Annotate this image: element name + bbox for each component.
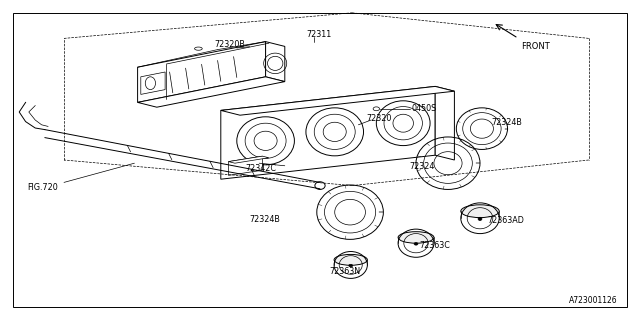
Polygon shape xyxy=(221,86,435,179)
Text: 72363N: 72363N xyxy=(329,267,360,276)
Text: A723001126: A723001126 xyxy=(569,296,618,305)
Text: 72342C: 72342C xyxy=(245,164,276,173)
Text: 72320: 72320 xyxy=(366,114,392,123)
Ellipse shape xyxy=(334,254,367,265)
Ellipse shape xyxy=(398,232,434,243)
Text: 72363C: 72363C xyxy=(419,241,450,250)
Text: 72324B: 72324B xyxy=(492,118,522,127)
Ellipse shape xyxy=(461,205,499,218)
Polygon shape xyxy=(13,13,627,307)
Text: FRONT: FRONT xyxy=(522,42,550,51)
Ellipse shape xyxy=(349,264,353,267)
Polygon shape xyxy=(228,156,269,163)
Text: 72324B: 72324B xyxy=(250,215,280,224)
Text: 72324: 72324 xyxy=(410,162,435,171)
Polygon shape xyxy=(221,86,454,115)
Polygon shape xyxy=(138,42,266,102)
Ellipse shape xyxy=(414,243,418,245)
Text: 72363AD: 72363AD xyxy=(488,216,525,225)
Polygon shape xyxy=(141,72,165,94)
Polygon shape xyxy=(266,42,285,82)
Text: 72320B: 72320B xyxy=(214,40,245,49)
Ellipse shape xyxy=(478,217,482,220)
Text: FIG.720: FIG.720 xyxy=(27,183,58,192)
Polygon shape xyxy=(228,156,262,175)
Text: 72311: 72311 xyxy=(306,30,331,39)
Polygon shape xyxy=(138,77,285,107)
Text: 0450S: 0450S xyxy=(412,104,436,113)
Polygon shape xyxy=(435,86,454,160)
